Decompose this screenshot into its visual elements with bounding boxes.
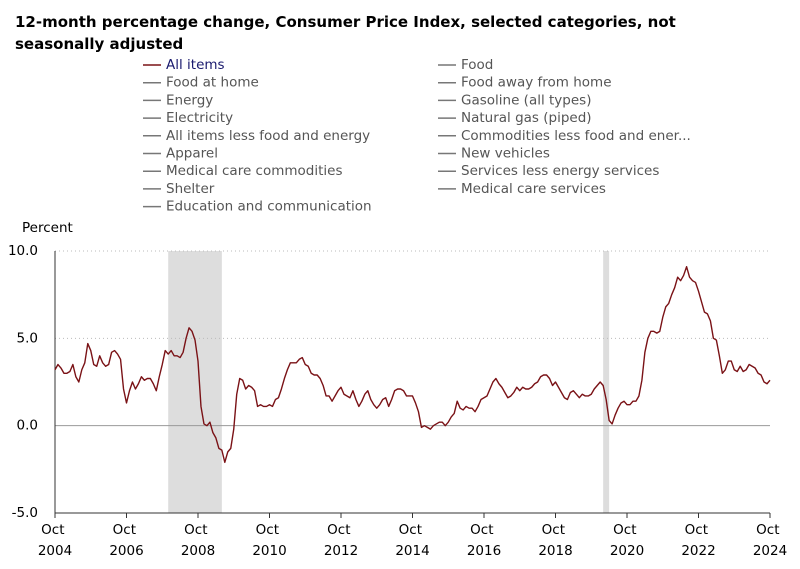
legend-label: Education and communication (166, 199, 372, 215)
x-tick-label-part: 2004 (38, 543, 72, 559)
x-tick-label: Oct 2022 (681, 522, 715, 559)
x-tick-label-part: Oct (256, 522, 284, 538)
x-tick-label-part: 2024 (753, 543, 787, 559)
y-tick-label: -5.0 (12, 505, 38, 521)
x-tick-label-part: Oct (756, 522, 784, 538)
x-tick-label: Oct 2018 (538, 522, 572, 559)
x-tick-label-part: 2008 (181, 543, 215, 559)
legend-label: All items (166, 57, 225, 73)
shaded-period (603, 251, 610, 513)
y-tick-label: 5.0 (17, 330, 38, 346)
legend-label: Services less energy services (461, 163, 659, 179)
legend-label: Medical care services (461, 181, 606, 197)
chart-title: 12-month percentage change, Consumer Pri… (15, 13, 676, 53)
x-tick-label-part: Oct (685, 522, 713, 538)
x-tick-label: Oct 2012 (324, 522, 358, 559)
x-tick-label: Oct 2006 (109, 522, 143, 559)
x-tick-label: Oct 2004 (38, 522, 72, 559)
x-tick-label-part: 2020 (610, 543, 644, 559)
legend-label: All items less food and energy (166, 128, 370, 144)
legend-label: New vehicles (461, 146, 550, 162)
legend-label: Energy (166, 92, 213, 108)
x-tick-label: Oct 2024 (753, 522, 787, 559)
x-tick-label: Oct 2014 (395, 522, 429, 559)
legend: All items Food Food at home Food away from … (143, 57, 691, 215)
legend-label: Electricity (166, 110, 233, 126)
x-tick-label-part: Oct (613, 522, 641, 538)
x-tick-label-part: 2018 (538, 543, 572, 559)
y-tick-label: 10.0 (8, 243, 38, 259)
legend-label: Food (461, 57, 493, 73)
legend-label: Apparel (166, 146, 218, 162)
y-tick-label: 0.0 (17, 418, 38, 434)
x-tick-label: Oct 2016 (467, 522, 501, 559)
legend-label: Food away from home (461, 75, 612, 91)
x-tick-label: Oct 2008 (181, 522, 215, 559)
x-tick-label-part: 2014 (395, 543, 429, 559)
x-tick-label-part: 2006 (109, 543, 143, 559)
x-tick-label-part: Oct (470, 522, 498, 538)
legend-label: Natural gas (piped) (461, 110, 592, 126)
x-tick-label-part: 2022 (681, 543, 715, 559)
shaded-period (168, 251, 222, 513)
x-tick-label-part: 2010 (252, 543, 286, 559)
x-tick-label-part: 2012 (324, 543, 358, 559)
legend-label: Shelter (166, 181, 215, 197)
x-tick-label-part: Oct (542, 522, 570, 538)
x-tick-label-part: Oct (184, 522, 212, 538)
legend-label: Medical care commodities (166, 163, 343, 179)
legend-label: Commodities less food and ener... (461, 128, 691, 144)
x-tick-label: Oct 2010 (252, 522, 286, 559)
x-tick-label: Oct 2020 (610, 522, 644, 559)
x-tick-label-part: Oct (113, 522, 141, 538)
legend-label: Food at home (166, 75, 259, 91)
legend-label: Gasoline (all types) (461, 92, 591, 108)
x-tick-label-part: Oct (41, 522, 69, 538)
x-tick-label-part: 2016 (467, 543, 501, 559)
x-tick-label-part: Oct (399, 522, 427, 538)
x-tick-label-part: Oct (327, 522, 355, 538)
series-line (54, 266, 771, 464)
y-axis-label: Percent (22, 220, 73, 236)
